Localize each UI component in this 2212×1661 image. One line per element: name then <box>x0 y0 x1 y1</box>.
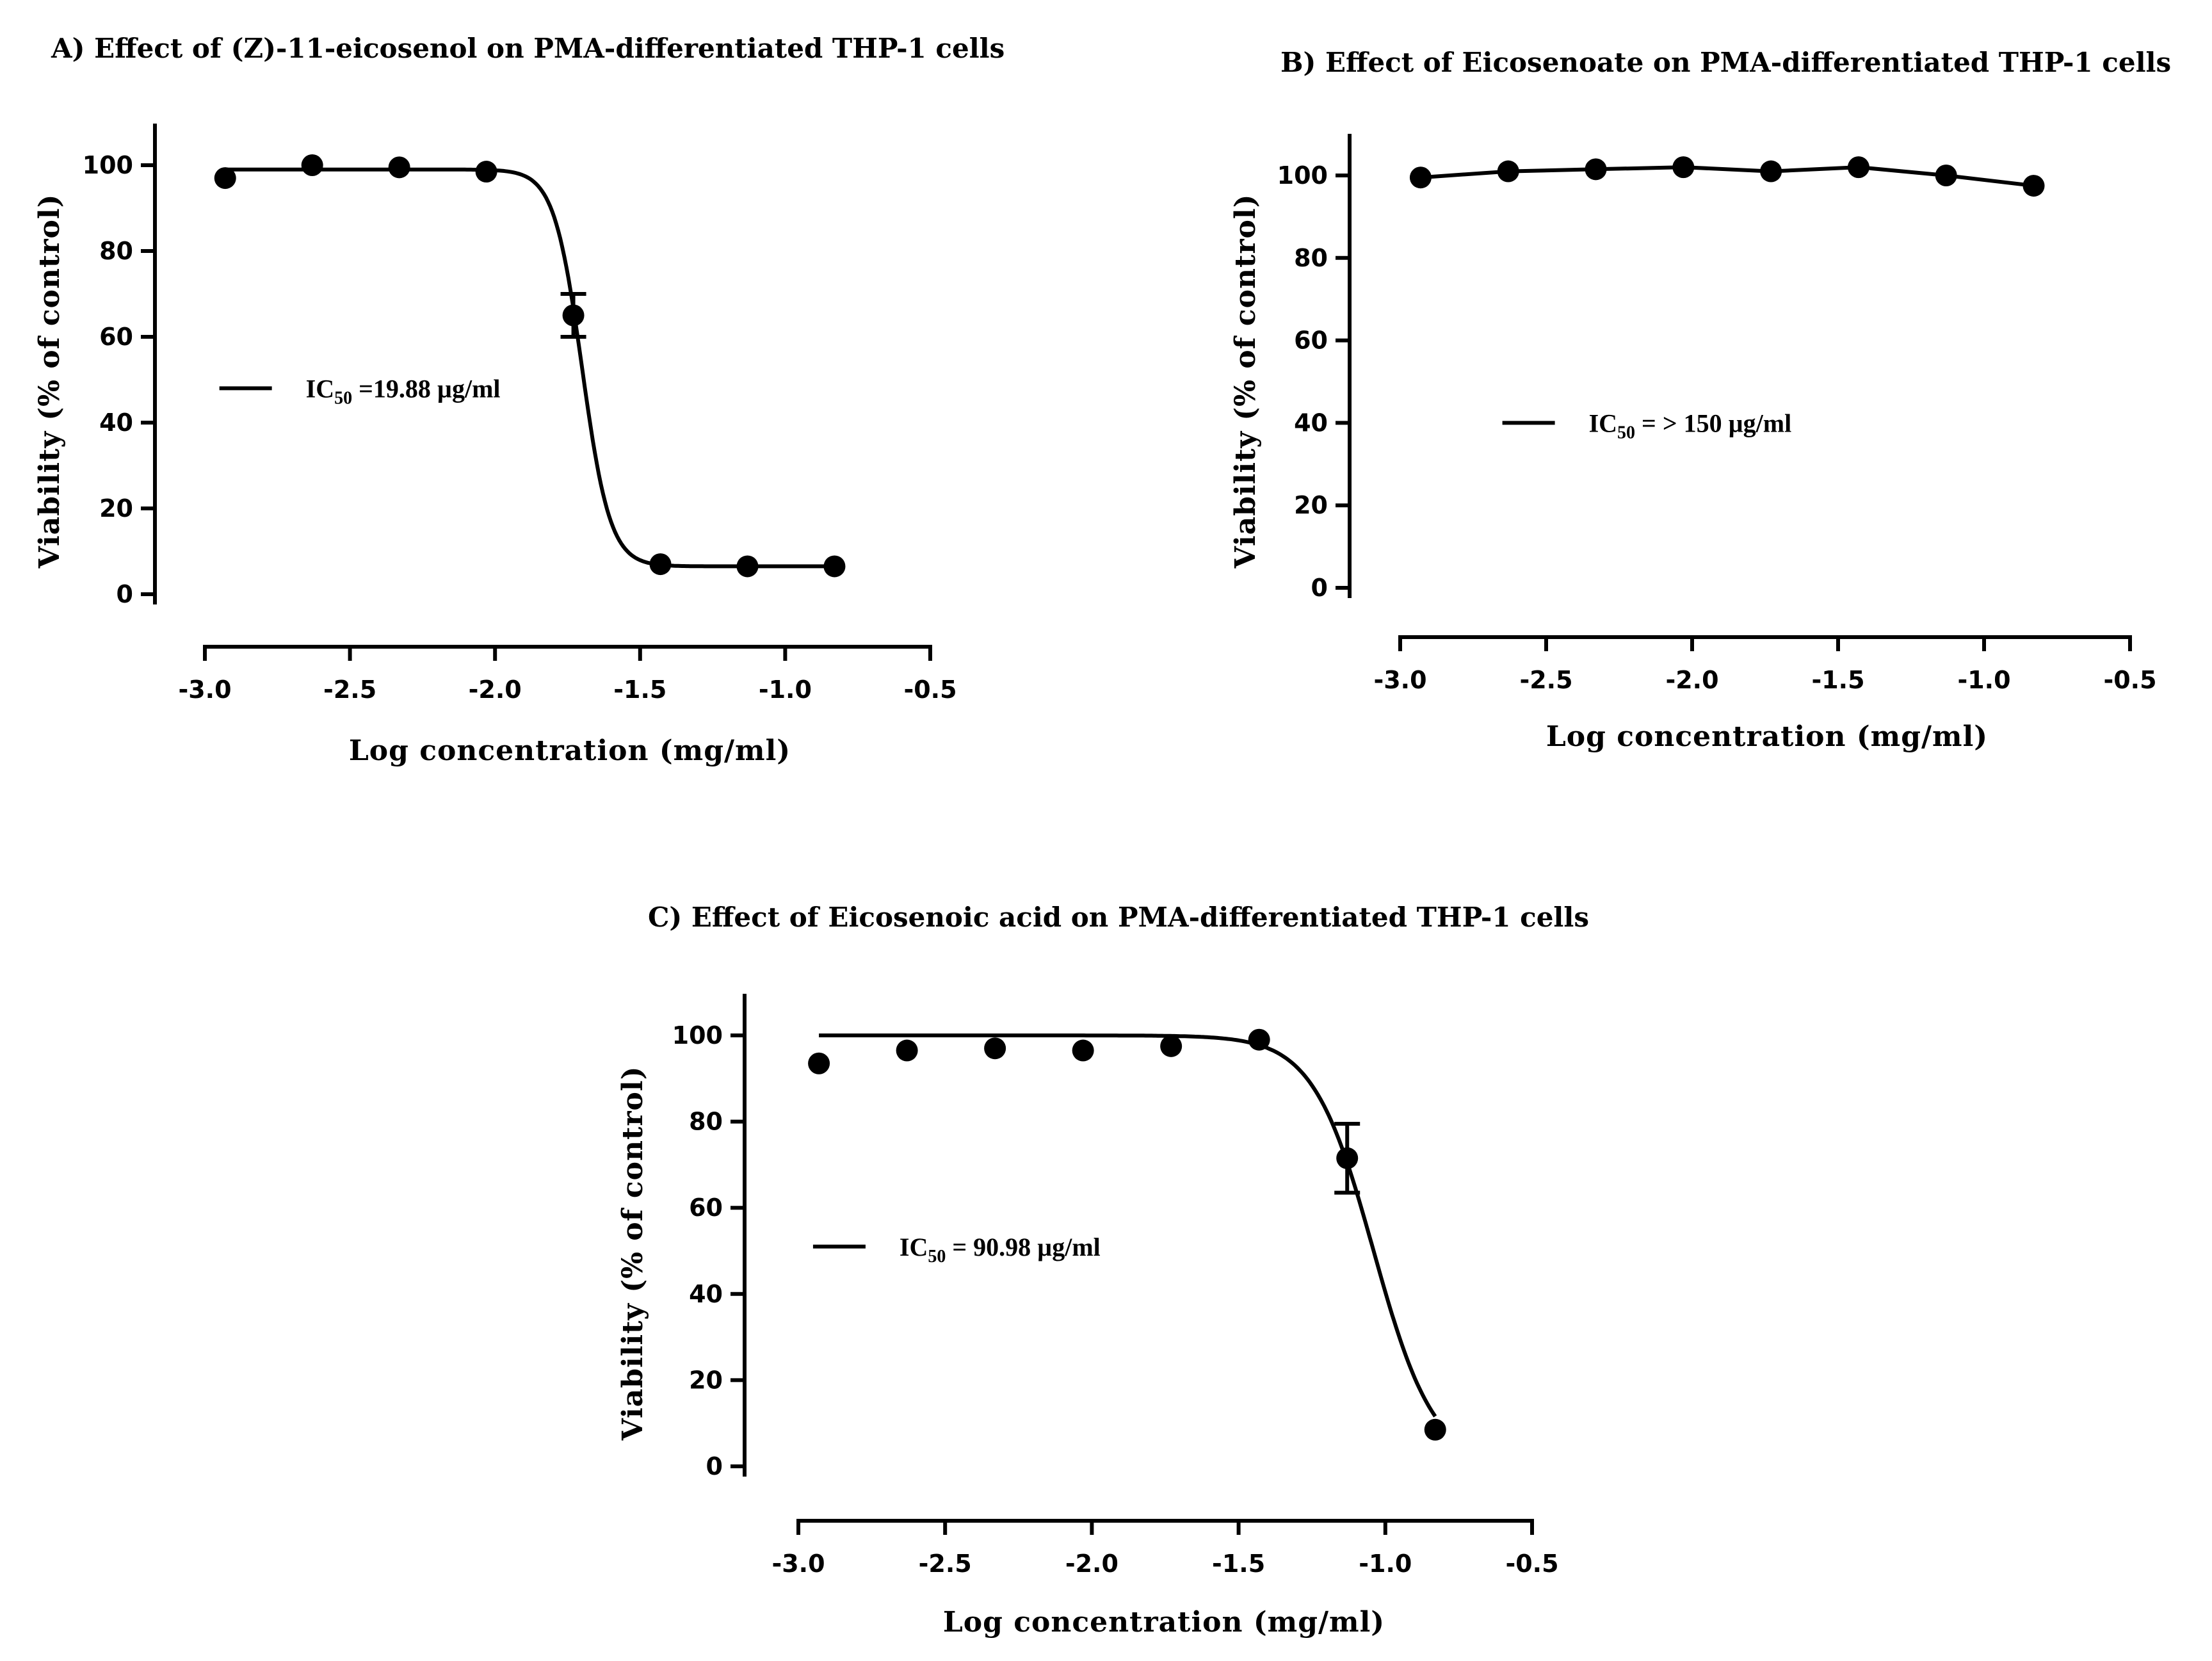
panel-a-data-point <box>649 553 672 576</box>
panel-a-data-point <box>475 161 497 183</box>
panel-c-title: C) Effect of Eicosenoic acid on PMA-diff… <box>648 902 1589 933</box>
panel-c-data-point <box>1072 1039 1094 1062</box>
panel-b-xtick-label: -2.5 <box>1519 666 1572 694</box>
panel-c-xtick-label: -0.5 <box>1505 1550 1558 1578</box>
panel-b-data-point <box>1935 165 1957 186</box>
panel-a-ylabel: Viability (% of control) <box>33 194 66 569</box>
panel-a-ytick-label: 80 <box>99 237 133 265</box>
panel-b-fit-curve <box>1420 165 2034 188</box>
panel-a-data-point <box>736 555 759 578</box>
panel-b-data-point <box>1497 160 1519 182</box>
panel-a-data-point <box>388 156 410 179</box>
panel-b-legend-label: IC50 = > 150 µg/ml <box>1589 409 1792 442</box>
panel-c-data-point <box>984 1037 1006 1060</box>
panel-c-ytick-label: 20 <box>689 1366 723 1394</box>
panel-c-data-point <box>1336 1147 1359 1169</box>
panel-c: C) Effect of Eicosenoic acid on PMA-diff… <box>617 902 1589 1639</box>
panel-b-xlabel: Log concentration (mg/ml) <box>1546 720 1988 753</box>
panel-a-fit-curve <box>225 167 835 569</box>
panel-b-title: B) Effect of Eicosenoate on PMA-differen… <box>1280 47 2171 78</box>
panel-a-data-point <box>214 167 236 190</box>
panel-b-data-point <box>1409 166 1432 189</box>
panel-b-ylabel: Viability (% of control) <box>1229 194 1262 569</box>
panel-a-legend-label: IC50 =19.88 µg/ml <box>306 374 501 408</box>
panel-c-data-point <box>1248 1028 1270 1051</box>
panel-a-xtick-label: -1.5 <box>613 676 666 704</box>
panel-b-data-point <box>1585 158 1607 181</box>
panel-a-title: A) Effect of (Z)-11-eicosenol on PMA-dif… <box>51 33 1005 64</box>
panel-a-ytick-label: 40 <box>99 409 133 437</box>
panel-c-ytick-label: 40 <box>689 1280 723 1308</box>
panel-b-xtick-label: -0.5 <box>2103 666 2156 694</box>
panel-b-xtick-label: -1.0 <box>1957 666 2010 694</box>
panel-a-legend: IC50 =19.88 µg/ml <box>219 374 501 408</box>
panel-b-ytick-label: 80 <box>1294 244 1328 272</box>
panel-c-legend-label: IC50 = 90.98 µg/ml <box>900 1233 1101 1267</box>
panel-a-ytick-label: 0 <box>117 580 133 608</box>
panel-b-ytick-label: 0 <box>1311 574 1328 602</box>
panel-b-ytick-label: 20 <box>1294 491 1328 519</box>
panel-a-xtick-label: -2.0 <box>469 676 522 704</box>
panel-a: A) Effect of (Z)-11-eicosenol on PMA-dif… <box>33 33 1005 767</box>
panel-b-xtick-label: -2.0 <box>1665 666 1718 694</box>
panel-c-data-point <box>808 1052 830 1074</box>
panel-c-ytick-label: 0 <box>706 1452 723 1480</box>
panel-b-data-point <box>1847 156 1869 179</box>
panel-c-ytick-label: 60 <box>689 1194 723 1222</box>
panel-a-xtick-label: -2.5 <box>323 676 376 704</box>
panel-a-data-point <box>562 304 585 327</box>
panel-c-xtick-label: -1.0 <box>1359 1550 1412 1578</box>
panel-c-ylabel: Viability (% of control) <box>617 1066 649 1441</box>
panel-b-ytick-label: 60 <box>1294 327 1328 355</box>
panel-a-data-point <box>823 555 846 578</box>
panel-a-ytick-label: 20 <box>99 494 133 523</box>
panel-c-data-point <box>1424 1418 1446 1441</box>
panel-c-data-point <box>896 1039 918 1062</box>
panel-b-data-point <box>2022 175 2045 197</box>
panel-a-xtick-label: -1.0 <box>759 676 812 704</box>
panel-a-xlabel: Log concentration (mg/ml) <box>349 734 791 767</box>
panel-a-xtick-label: -0.5 <box>903 676 957 704</box>
panel-b-xtick-label: -3.0 <box>1373 666 1426 694</box>
panel-b-data-point <box>1760 160 1782 182</box>
panel-c-xtick-label: -3.0 <box>771 1550 825 1578</box>
panel-c-xtick-label: -2.5 <box>919 1550 972 1578</box>
panel-a-ytick-label: 100 <box>83 151 133 179</box>
panel-b-legend: IC50 = > 150 µg/ml <box>1502 409 1792 442</box>
panel-c-xtick-label: -2.0 <box>1065 1550 1118 1578</box>
panel-c-data-point <box>1160 1035 1183 1057</box>
panel-b-ytick-label: 40 <box>1294 409 1328 437</box>
panel-b: B) Effect of Eicosenoate on PMA-differen… <box>1229 47 2171 753</box>
panel-c-ytick-label: 100 <box>672 1021 723 1049</box>
panel-a-xtick-label: -3.0 <box>178 676 231 704</box>
panel-b-data-point <box>1672 156 1695 179</box>
panel-c-xtick-label: -1.5 <box>1212 1550 1265 1578</box>
panel-c-xlabel: Log concentration (mg/ml) <box>943 1606 1385 1639</box>
panel-b-xtick-label: -1.5 <box>1811 666 1864 694</box>
panel-b-ytick-label: 100 <box>1277 161 1328 190</box>
panel-a-data-point <box>301 154 323 176</box>
panel-c-fit-curve <box>819 1033 1437 1418</box>
panel-c-ytick-label: 80 <box>689 1108 723 1136</box>
panel-c-legend: IC50 = 90.98 µg/ml <box>812 1233 1101 1267</box>
panel-a-ytick-label: 60 <box>99 323 133 351</box>
